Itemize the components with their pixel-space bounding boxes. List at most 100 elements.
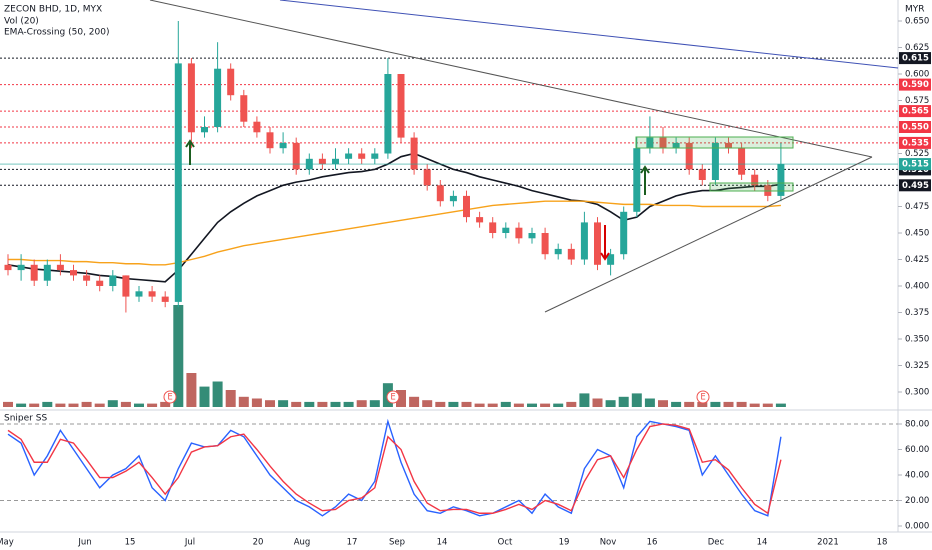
volume-bar — [592, 398, 603, 407]
oscillator-line — [7, 423, 782, 515]
candle-body — [17, 264, 25, 271]
event-label: E — [167, 393, 172, 403]
volume-bar — [723, 401, 734, 407]
price-tag-label: 0.615 — [902, 54, 929, 64]
candle-body — [410, 137, 418, 170]
price-tag — [899, 179, 931, 192]
volume-bar — [356, 400, 367, 407]
volume-bar — [317, 401, 328, 407]
y-tick-label: 60.00 — [905, 445, 929, 455]
y-tick-label: 0.300 — [905, 388, 929, 398]
volume-bar — [461, 401, 472, 407]
candle-body — [318, 158, 326, 165]
volume-bar — [199, 386, 210, 407]
volume-bar — [566, 401, 577, 407]
candle-body — [358, 153, 366, 159]
candle-body — [384, 74, 392, 154]
candle-body — [30, 264, 38, 281]
volume-bar — [173, 305, 184, 407]
volume-bar — [448, 401, 459, 407]
volume-bar — [487, 403, 498, 407]
candle-body — [489, 222, 497, 233]
volume-bar — [55, 403, 66, 407]
y-tick-label: 0.375 — [905, 308, 929, 318]
zone — [635, 136, 794, 149]
candle-body — [109, 275, 117, 286]
currency: MYR — [905, 5, 925, 15]
x-tick-label: Oct — [498, 538, 513, 548]
y-tick-label: 0.325 — [905, 361, 929, 371]
volume-bar — [618, 396, 629, 407]
y-tick-label: 0.625 — [905, 43, 929, 53]
y-tick-label: 0.575 — [905, 96, 929, 106]
candle-body — [161, 296, 169, 302]
volume-bar — [396, 390, 406, 407]
volume-bar — [762, 403, 773, 407]
candle-body — [201, 127, 208, 133]
x-tick-label: 16 — [647, 538, 658, 548]
volume-bar — [212, 381, 223, 407]
y-tick-label: 80.00 — [905, 420, 929, 430]
price-tag-label: 0.550 — [902, 123, 929, 133]
y-tick-label: 0.650 — [905, 17, 929, 27]
x-tick-label: Aug — [294, 538, 311, 548]
candle-body — [567, 248, 575, 260]
x-tick-label: Nov — [600, 538, 617, 548]
candle-body — [292, 142, 300, 170]
volume-bar — [684, 401, 695, 407]
candle-body — [214, 68, 222, 127]
volume-bar — [553, 403, 564, 407]
candle-body — [397, 74, 405, 138]
candle-body — [70, 270, 77, 276]
y-tick-label: 0.400 — [905, 282, 929, 292]
price-tag — [899, 105, 931, 118]
ema-line — [7, 152, 782, 283]
candle-body — [607, 254, 615, 265]
x-tick-label: 18 — [877, 538, 888, 548]
indicator-label: Vol (20) — [4, 17, 39, 27]
volume-bar — [435, 401, 446, 407]
volume-bar — [29, 403, 40, 407]
candle-body — [659, 137, 667, 149]
price-tag — [899, 158, 931, 171]
volume-bar — [749, 403, 760, 407]
ema-line — [8, 200, 781, 266]
volume-bar — [120, 401, 131, 407]
y-tick-label: 0.425 — [905, 255, 929, 265]
candle-body — [56, 264, 64, 271]
price-tag-label: 0.590 — [902, 80, 929, 90]
buy-arrow — [640, 165, 650, 195]
volume-bar — [16, 403, 27, 407]
candle-body — [227, 68, 235, 96]
price-tag — [899, 121, 931, 133]
volume-bar — [147, 403, 158, 407]
candle-body — [187, 63, 195, 133]
volume-bar — [238, 396, 249, 407]
volume-bar — [265, 400, 275, 407]
candle-body — [685, 142, 693, 170]
candle-body — [620, 211, 628, 255]
price-tag — [899, 52, 931, 65]
candle-body — [371, 153, 379, 159]
volume-bar — [186, 373, 197, 407]
x-tick-label: 14 — [437, 538, 448, 548]
volume-bar — [330, 401, 341, 407]
y-tick-label: 40.00 — [905, 471, 929, 481]
event-marker — [386, 390, 400, 404]
candle-body — [580, 222, 588, 260]
candle-body — [554, 248, 562, 255]
candle-body — [332, 158, 339, 165]
candle-body — [698, 169, 706, 180]
candle-body — [122, 275, 130, 297]
x-tick-label: 15 — [125, 538, 136, 548]
volume-bar — [422, 400, 433, 407]
candle-body — [738, 148, 746, 175]
volume-bar — [160, 401, 171, 407]
indicator-label: EMA-Crossing (50, 200) — [4, 28, 109, 38]
buy-arrow — [185, 139, 195, 165]
volume-bar — [107, 400, 118, 407]
event-label: E — [700, 393, 705, 403]
volume-bar — [736, 401, 747, 407]
candle-body — [135, 291, 143, 297]
